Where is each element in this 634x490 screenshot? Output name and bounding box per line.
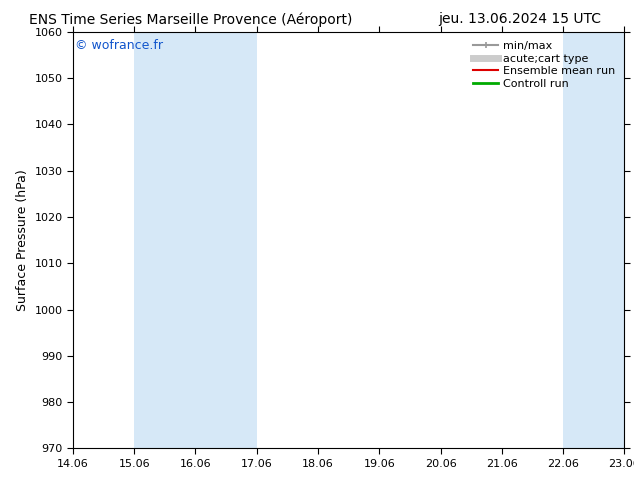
- Y-axis label: Surface Pressure (hPa): Surface Pressure (hPa): [16, 169, 29, 311]
- Text: ENS Time Series Marseille Provence (Aéroport): ENS Time Series Marseille Provence (Aéro…: [29, 12, 352, 27]
- Bar: [563, 32, 624, 448]
- Text: jeu. 13.06.2024 15 UTC: jeu. 13.06.2024 15 UTC: [438, 12, 602, 26]
- Legend: min/max, acute;cart type, Ensemble mean run, Controll run: min/max, acute;cart type, Ensemble mean …: [470, 37, 619, 93]
- Bar: [134, 32, 257, 448]
- Text: © wofrance.fr: © wofrance.fr: [75, 39, 164, 52]
